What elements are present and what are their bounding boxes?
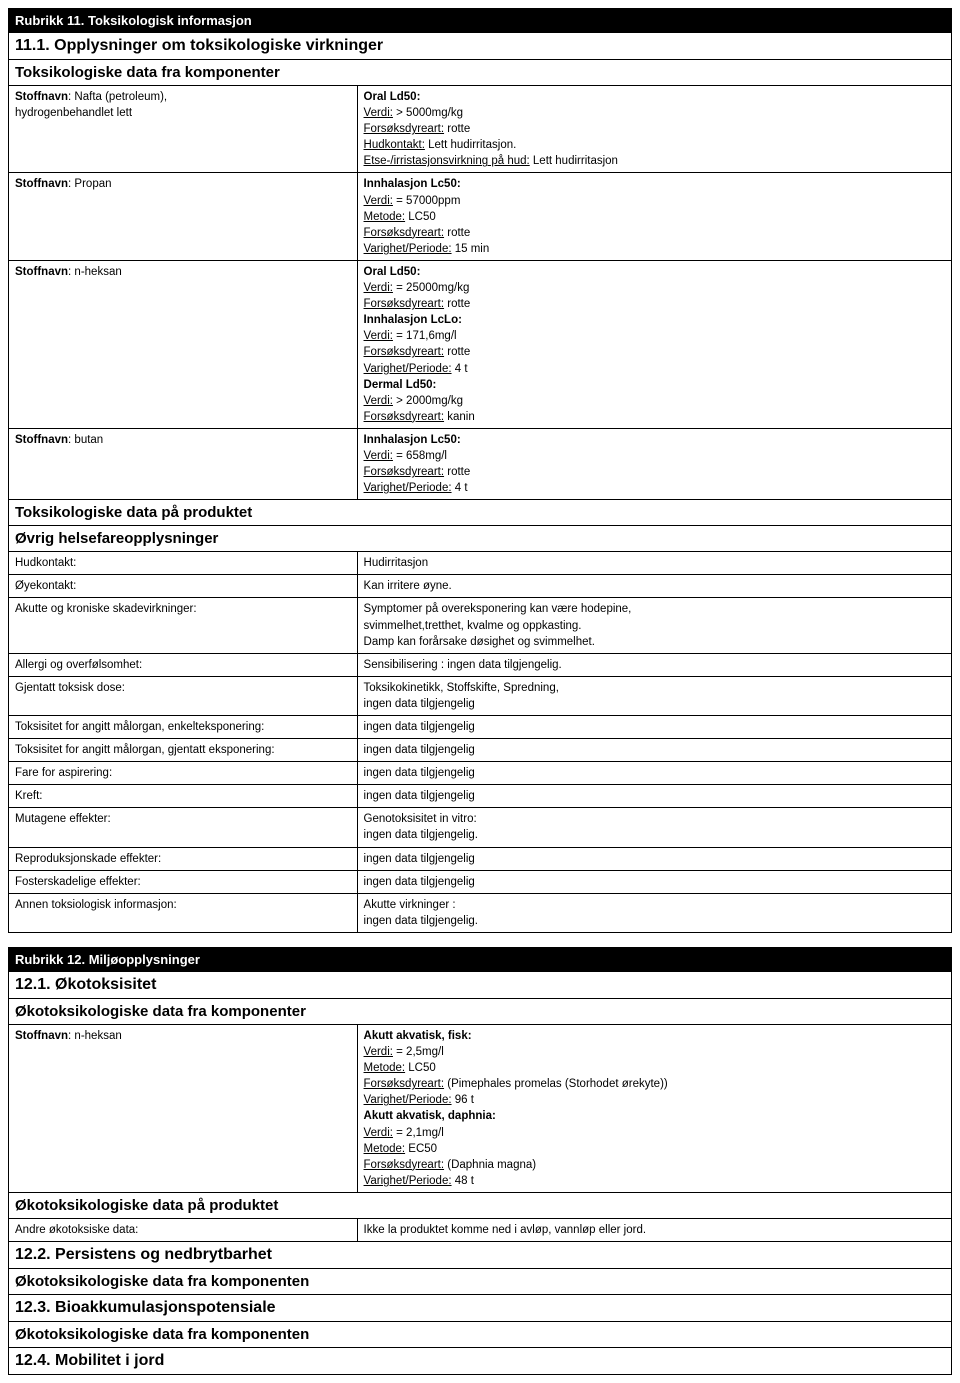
table-row: Stoffnavn: n-heksanAkutt akvatisk, fisk:…: [8, 1025, 952, 1193]
section-12-3-title: 12.3. Bioakkumulasjonspotensiale: [8, 1295, 952, 1322]
table-row: Toksisitet for angitt målorgan, gjentatt…: [8, 739, 952, 762]
health-value: Symptomer på overeksponering kan være ho…: [358, 598, 951, 652]
health-value: Toksikokinetikk, Stoffskifte, Spredning,…: [358, 677, 951, 715]
table-row: Kreft:ingen data tilgjengelig: [8, 785, 952, 808]
table-row: Gjentatt toksisk dose:Toksikokinetikk, S…: [8, 677, 952, 716]
document-container: Rubrikk 11. Toksikologisk informasjon 11…: [0, 0, 960, 1383]
substance-data: Innhalasjon Lc50:Verdi: = 658mg/lForsøks…: [358, 429, 951, 499]
health-value: ingen data tilgjengelig: [358, 785, 951, 807]
substance-data: Innhalasjon Lc50:Verdi: = 57000ppmMetode…: [358, 173, 951, 259]
eco-comp-12-3: Økotoksikologiske data fra komponenten: [8, 1322, 952, 1348]
health-value: ingen data tilgjengelig: [358, 716, 951, 738]
health-label: Fare for aspirering:: [9, 762, 358, 784]
substance-data: Akutt akvatisk, fisk:Verdi: = 2,5mg/lMet…: [358, 1025, 951, 1192]
table-row: Toksisitet for angitt målorgan, enkeltek…: [8, 716, 952, 739]
health-label: Akutte og kroniske skadevirkninger:: [9, 598, 358, 652]
section-12-2-title: 12.2. Persistens og nedbrytbarhet: [8, 1242, 952, 1269]
section-11-1-title: 11.1. Opplysninger om toksikologiske vir…: [8, 33, 952, 60]
health-value: Kan irritere øyne.: [358, 575, 951, 597]
table-row: Reproduksjonskade effekter:ingen data ti…: [8, 848, 952, 871]
health-label: Toksisitet for angitt målorgan, enkeltek…: [9, 716, 358, 738]
eco-data-table: Stoffnavn: n-heksanAkutt akvatisk, fisk:…: [8, 1025, 952, 1193]
health-value: ingen data tilgjengelig: [358, 871, 951, 893]
health-label: Øyekontakt:: [9, 575, 358, 597]
table-row: Hudkontakt:Hudirritasjon: [8, 552, 952, 575]
eco-data-components-title: Økotoksikologiske data fra komponenter: [8, 999, 952, 1025]
substance-data: Oral Ld50:Verdi: = 25000mg/kgForsøksdyre…: [358, 261, 951, 428]
table-row: Akutte og kroniske skadevirkninger:Sympt…: [8, 598, 952, 653]
health-info-table: Hudkontakt:HudirritasjonØyekontakt:Kan i…: [8, 552, 952, 933]
table-row: Stoffnavn: Nafta (petroleum),hydrogenbeh…: [8, 86, 952, 173]
health-value: Hudirritasjon: [358, 552, 951, 574]
tox-data-components-title: Toksikologiske data fra komponenter: [8, 60, 952, 86]
health-value: ingen data tilgjengelig: [358, 762, 951, 784]
table-row: Allergi og overfølsomhet:Sensibilisering…: [8, 654, 952, 677]
health-value: Akutte virkninger :ingen data tilgjengel…: [358, 894, 951, 932]
health-label: Hudkontakt:: [9, 552, 358, 574]
health-info-title: Øvrig helsefareopplysninger: [8, 526, 952, 552]
table-row: Stoffnavn: butanInnhalasjon Lc50:Verdi: …: [8, 429, 952, 500]
health-label: Fosterskadelige effekter:: [9, 871, 358, 893]
table-row: Mutagene effekter:Genotoksisitet in vitr…: [8, 808, 952, 847]
health-label: Mutagene effekter:: [9, 808, 358, 846]
health-label: Reproduksjonskade effekter:: [9, 848, 358, 870]
health-label: Annen toksiologisk informasjon:: [9, 894, 358, 932]
substance-name: Stoffnavn: Propan: [9, 173, 358, 259]
table-row: Øyekontakt:Kan irritere øyne.: [8, 575, 952, 598]
section-11-header: Rubrikk 11. Toksikologisk informasjon: [8, 8, 952, 33]
substance-name: Stoffnavn: n-heksan: [9, 261, 358, 428]
table-row: Stoffnavn: n-heksanOral Ld50:Verdi: = 25…: [8, 261, 952, 429]
health-value: ingen data tilgjengelig: [358, 848, 951, 870]
table-row: Annen toksiologisk informasjon:Akutte vi…: [8, 894, 952, 933]
health-label: Allergi og overfølsomhet:: [9, 654, 358, 676]
section-12-header: Rubrikk 12. Miljøopplysninger: [8, 947, 952, 972]
substance-name: Stoffnavn: Nafta (petroleum),hydrogenbeh…: [9, 86, 358, 172]
tox-data-product-title: Toksikologiske data på produktet: [8, 500, 952, 526]
health-label: Toksisitet for angitt målorgan, gjentatt…: [9, 739, 358, 761]
eco-product-value: Ikke la produktet komme ned i avløp, van…: [358, 1219, 951, 1241]
table-row: Fare for aspirering:ingen data tilgjenge…: [8, 762, 952, 785]
eco-product-label: Andre økotoksiske data:: [9, 1219, 358, 1241]
tox-data-table: Stoffnavn: Nafta (petroleum),hydrogenbeh…: [8, 86, 952, 500]
substance-name: Stoffnavn: n-heksan: [9, 1025, 358, 1192]
health-value: Genotoksisitet in vitro:ingen data tilgj…: [358, 808, 951, 846]
eco-product-title: Økotoksikologiske data på produktet: [8, 1193, 952, 1219]
health-label: Gjentatt toksisk dose:: [9, 677, 358, 715]
substance-name: Stoffnavn: butan: [9, 429, 358, 499]
health-label: Kreft:: [9, 785, 358, 807]
eco-comp-12-2: Økotoksikologiske data fra komponenten: [8, 1269, 952, 1295]
section-12-1-title: 12.1. Økotoksisitet: [8, 972, 952, 999]
substance-data: Oral Ld50:Verdi: > 5000mg/kgForsøksdyrea…: [358, 86, 951, 172]
health-value: Sensibilisering : ingen data tilgjengeli…: [358, 654, 951, 676]
health-value: ingen data tilgjengelig: [358, 739, 951, 761]
section-12-4-title: 12.4. Mobilitet i jord: [8, 1348, 952, 1375]
table-row: Fosterskadelige effekter:ingen data tilg…: [8, 871, 952, 894]
table-row: Stoffnavn: PropanInnhalasjon Lc50:Verdi:…: [8, 173, 952, 260]
eco-product-row: Andre økotoksiske data: Ikke la produkte…: [8, 1219, 952, 1242]
